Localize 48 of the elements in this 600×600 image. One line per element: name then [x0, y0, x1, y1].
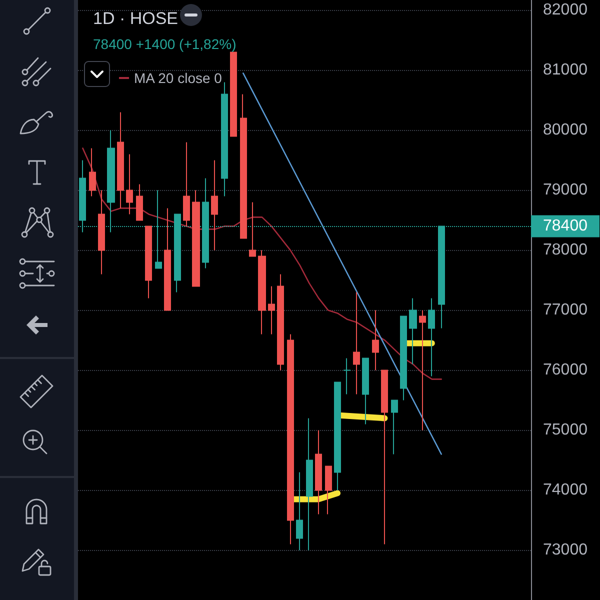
y-tick-label: 73000 — [543, 542, 588, 559]
candlestick — [98, 190, 105, 275]
candlestick — [221, 82, 228, 197]
candlestick — [343, 358, 351, 395]
candlestick — [183, 142, 190, 227]
candlestick — [353, 292, 360, 395]
candlestick — [391, 400, 398, 455]
y-tick-label: 74000 — [543, 482, 588, 499]
candlestick — [136, 184, 143, 221]
y-tick-label: 75000 — [543, 422, 588, 439]
candlestick — [381, 370, 388, 545]
y-tick-label: 81000 — [543, 62, 588, 79]
candlestick — [315, 430, 322, 515]
legend-label: MA 20 close 0 — [134, 70, 222, 86]
candlestick — [258, 250, 266, 335]
candlestick — [145, 226, 152, 299]
candlestick — [211, 160, 218, 251]
candlestick — [192, 190, 200, 287]
candlestick — [419, 310, 426, 431]
candlestick — [296, 472, 303, 551]
candlestick — [230, 52, 237, 137]
y-tick-label: 80000 — [543, 122, 588, 139]
candlestick — [240, 94, 247, 239]
candlestick — [400, 316, 407, 401]
candlestick — [126, 154, 133, 215]
candlestick — [164, 208, 171, 311]
text: 1D · HOSE — [93, 9, 178, 28]
y-tick-label: 77000 — [543, 302, 588, 319]
y-tick-label: 79000 — [543, 182, 588, 199]
candlestick — [287, 334, 294, 545]
candlestick — [249, 202, 256, 257]
candlestick — [334, 382, 341, 491]
candlestick — [117, 112, 124, 209]
candlestick — [409, 298, 417, 365]
candlestick — [89, 148, 96, 197]
candlestick — [428, 298, 435, 377]
candlestick — [362, 358, 369, 425]
text: 78400 +1400 (+1,82%) — [93, 36, 236, 52]
candlestick — [277, 274, 284, 371]
candlestick — [325, 466, 332, 515]
candlestick — [306, 418, 313, 551]
candlestick — [268, 286, 275, 335]
y-tick-label: 78000 — [543, 242, 588, 259]
candlestick — [372, 310, 379, 371]
y-tick-label: 76000 — [543, 362, 588, 379]
y-tick-label: 82000 — [543, 2, 588, 19]
line-series — [82, 148, 442, 380]
ref-line-label: 78400 — [543, 218, 588, 235]
